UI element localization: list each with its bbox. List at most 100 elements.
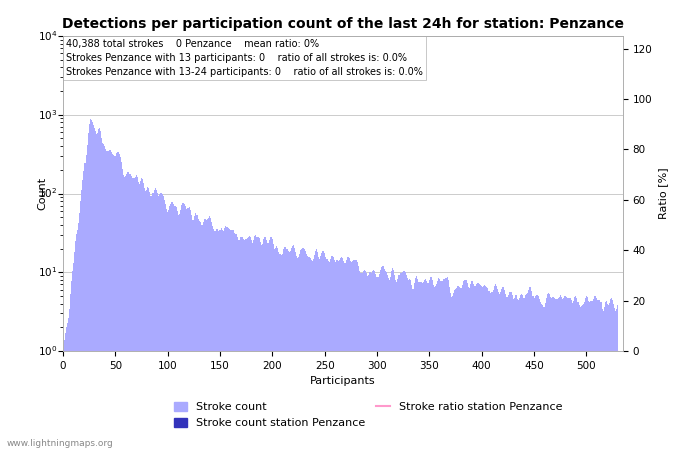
Y-axis label: Ratio [%]: Ratio [%] <box>658 168 668 219</box>
Bar <box>385 271 386 450</box>
Bar <box>201 225 202 450</box>
Bar <box>582 304 584 450</box>
Bar <box>263 239 265 450</box>
Bar <box>153 190 155 450</box>
Bar <box>556 299 557 450</box>
Bar <box>393 270 394 450</box>
Bar <box>340 258 341 450</box>
Bar <box>350 261 351 450</box>
Bar <box>574 297 575 450</box>
Bar <box>255 235 256 450</box>
Bar <box>212 226 214 450</box>
Bar <box>92 122 93 450</box>
Bar <box>561 297 562 450</box>
Bar <box>210 217 211 450</box>
Bar <box>311 260 312 450</box>
Bar <box>229 230 230 450</box>
Bar <box>197 219 199 450</box>
Bar <box>412 289 413 450</box>
Bar <box>278 252 279 450</box>
Bar <box>124 177 125 450</box>
Bar <box>184 204 185 450</box>
Bar <box>118 152 119 450</box>
Bar <box>526 294 527 450</box>
Bar <box>606 302 607 450</box>
Bar <box>398 275 400 450</box>
Bar <box>78 224 79 450</box>
Bar <box>370 272 371 450</box>
Bar <box>242 239 244 450</box>
Text: $10^0$: $10^0$ <box>38 344 57 358</box>
Bar <box>147 187 148 450</box>
Bar <box>88 133 89 450</box>
Bar <box>235 234 236 450</box>
Bar <box>345 263 346 450</box>
Bar <box>203 221 204 450</box>
Bar <box>381 267 382 450</box>
Bar <box>233 230 234 450</box>
Bar <box>483 286 484 450</box>
Bar <box>451 297 452 450</box>
Bar <box>163 197 164 450</box>
Bar <box>252 243 253 450</box>
Bar <box>274 249 275 450</box>
Bar <box>170 204 172 450</box>
Bar <box>68 318 69 450</box>
Bar <box>363 271 364 450</box>
Bar <box>146 189 147 450</box>
Bar <box>498 292 499 450</box>
Text: $10^3$: $10^3$ <box>38 108 57 122</box>
Bar <box>282 253 284 450</box>
Bar <box>70 294 71 450</box>
Bar <box>523 298 524 450</box>
Bar <box>372 271 373 450</box>
Bar <box>615 311 616 450</box>
Bar <box>338 261 339 450</box>
Bar <box>269 240 270 450</box>
Bar <box>296 256 297 450</box>
Bar <box>120 157 121 450</box>
Bar <box>506 297 507 450</box>
Bar <box>228 228 229 450</box>
Bar <box>220 228 222 450</box>
Bar <box>593 299 594 450</box>
Bar <box>387 274 388 450</box>
Bar <box>503 287 504 450</box>
Bar <box>416 276 417 450</box>
Bar <box>479 284 480 450</box>
Bar <box>592 301 593 450</box>
Bar <box>556 299 558 450</box>
Bar <box>522 295 523 450</box>
Bar <box>423 282 424 450</box>
Bar <box>477 283 478 450</box>
Bar <box>208 218 209 450</box>
Bar <box>494 285 495 450</box>
Bar <box>375 274 377 450</box>
Bar <box>335 262 336 450</box>
Bar <box>517 299 518 450</box>
Bar <box>442 281 444 450</box>
Bar <box>317 252 318 450</box>
Bar <box>508 295 510 450</box>
Bar <box>111 152 112 450</box>
Bar <box>407 278 408 450</box>
Bar <box>367 275 368 450</box>
Bar <box>94 128 95 450</box>
Bar <box>108 149 110 450</box>
Bar <box>429 280 430 450</box>
Bar <box>113 155 114 450</box>
Bar <box>394 275 395 450</box>
Bar <box>241 237 242 450</box>
Bar <box>218 231 220 450</box>
Bar <box>204 219 205 450</box>
Bar <box>597 300 598 450</box>
Bar <box>265 239 267 450</box>
Bar <box>501 289 502 450</box>
Bar <box>322 251 323 450</box>
Bar <box>230 230 231 450</box>
Bar <box>432 280 433 450</box>
Bar <box>187 208 188 450</box>
Bar <box>438 278 440 450</box>
Bar <box>225 226 226 450</box>
Bar <box>275 248 276 450</box>
